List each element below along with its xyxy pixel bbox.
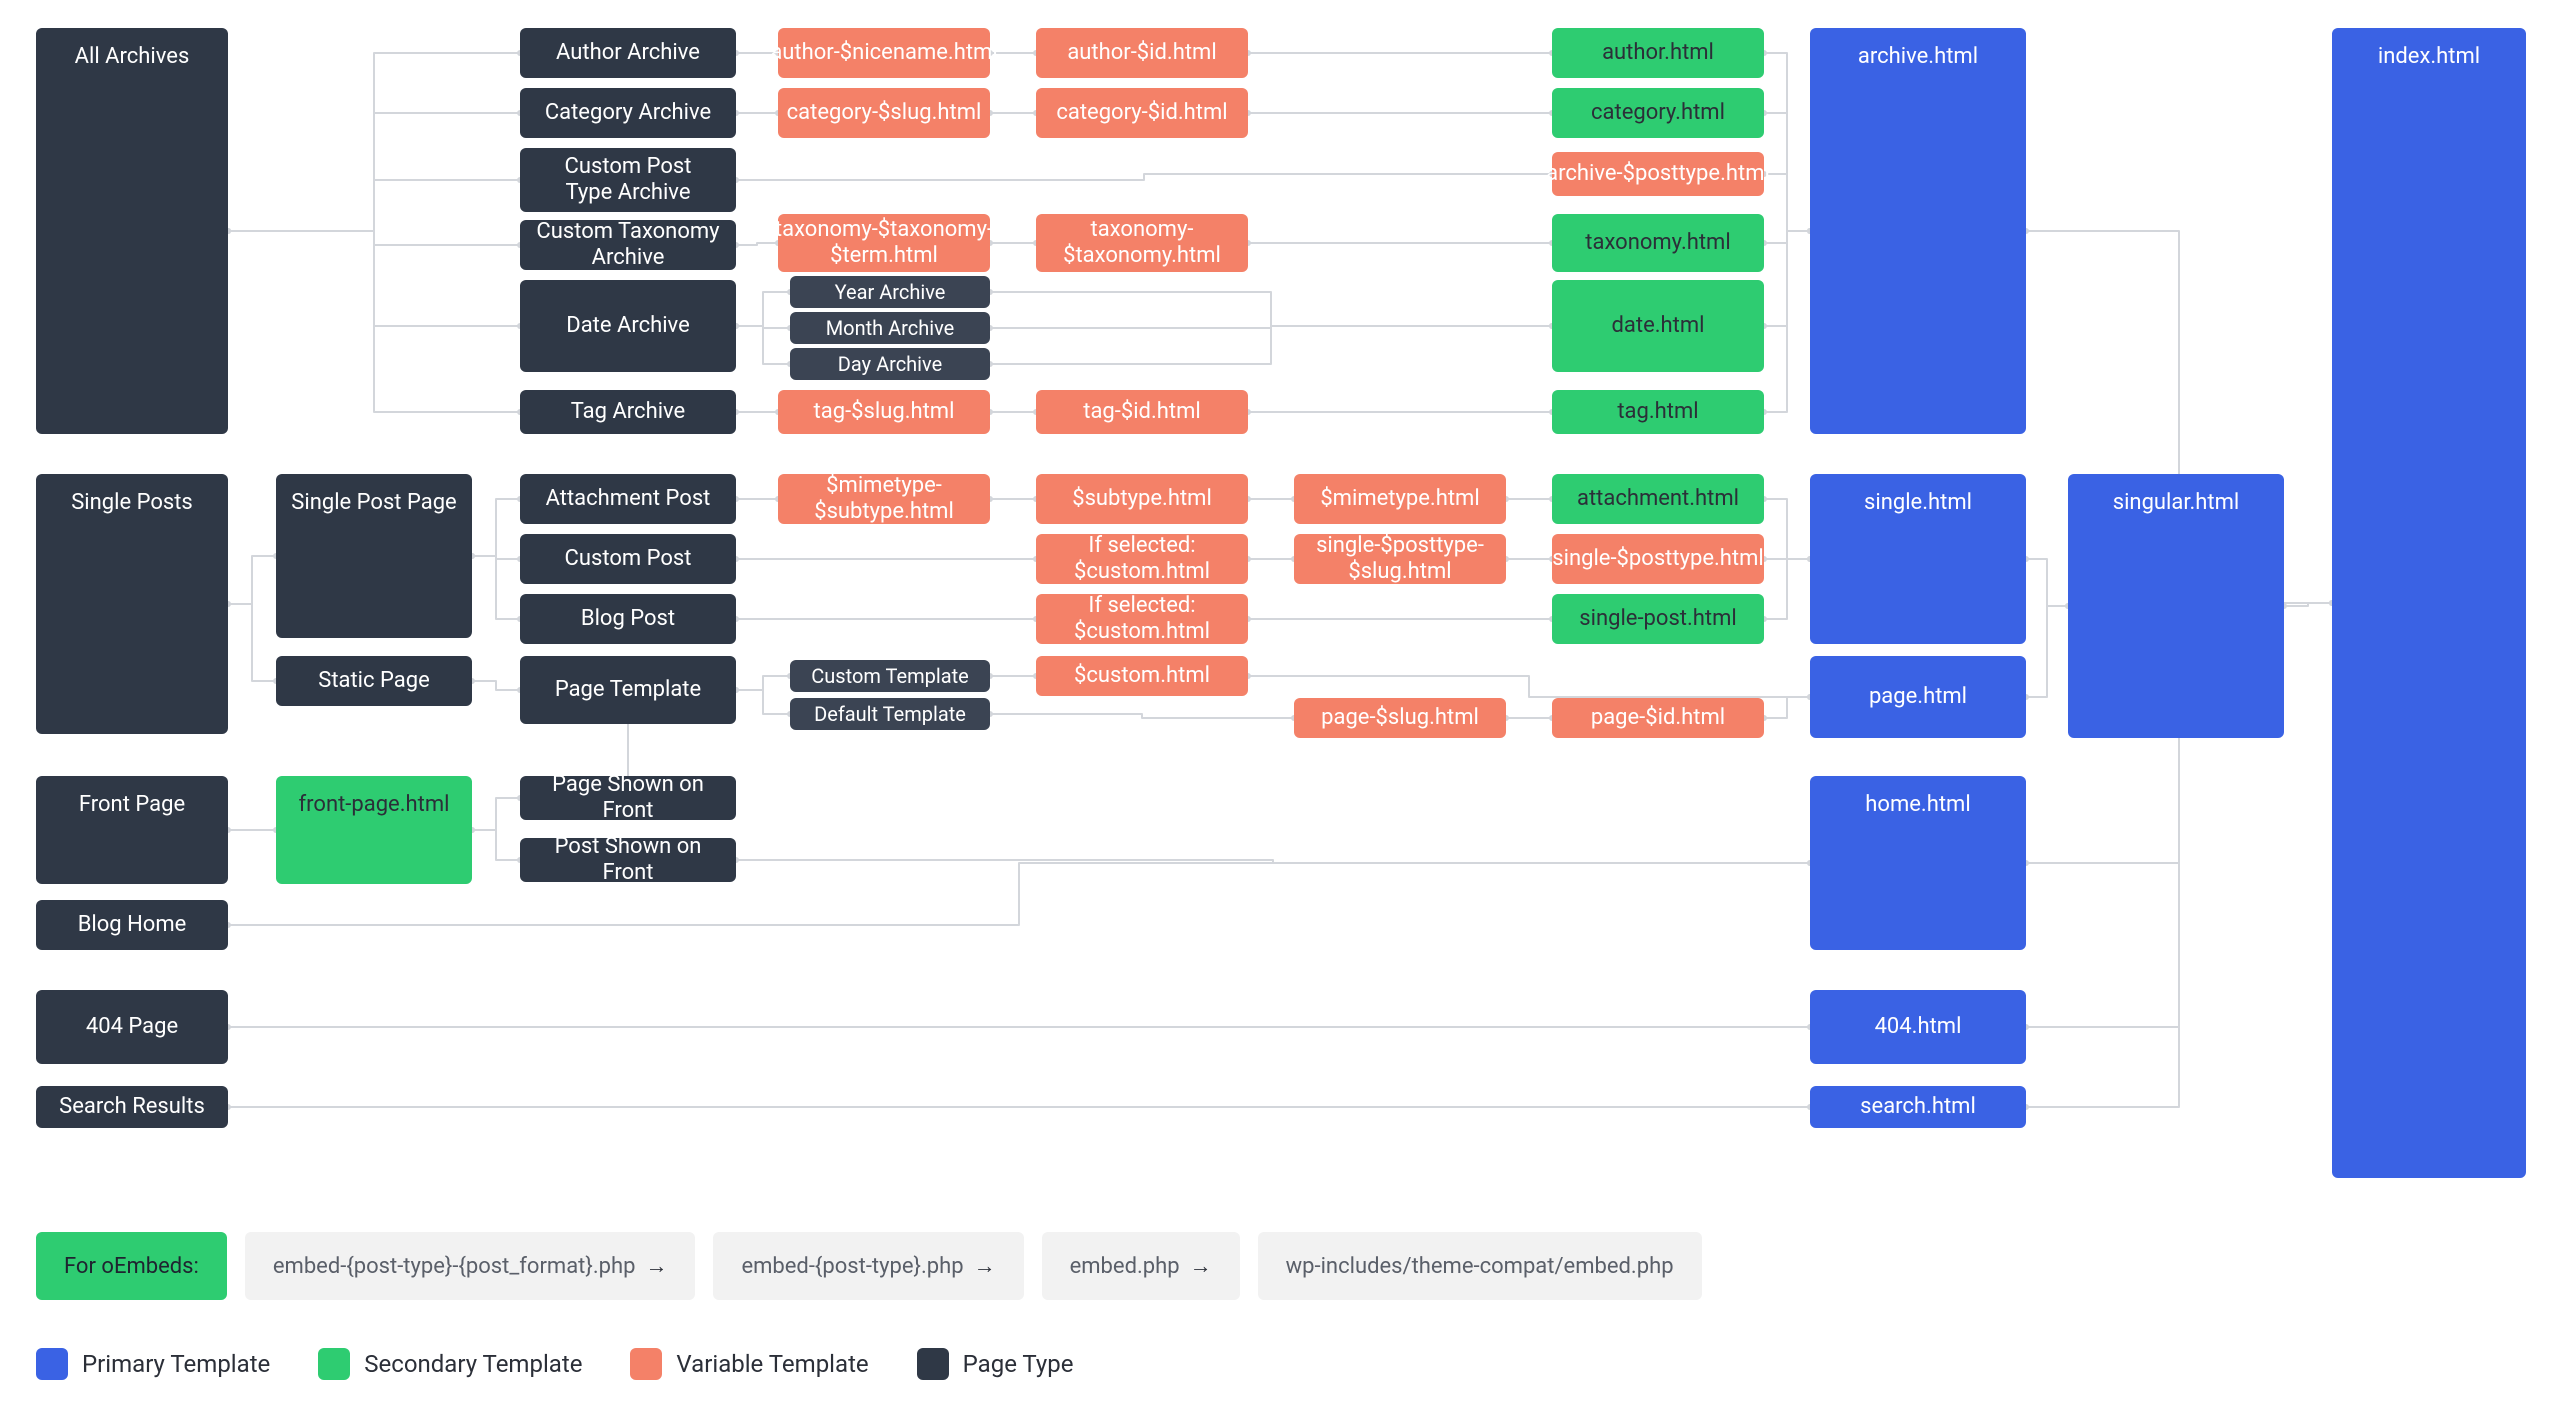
node-mimetype-subtype: $mimetype- $subtype.html — [778, 474, 990, 524]
node-singular-html: singular.html — [2068, 474, 2284, 738]
legend: Primary Template Secondary Template Variab… — [36, 1348, 1073, 1380]
node-custom-post: Custom Post — [520, 534, 736, 584]
node-single-post-html: single-post.html — [1552, 594, 1764, 644]
node-if-selected-custom: If selected: $custom.html — [1036, 534, 1248, 584]
node-page-html: page.html — [1810, 656, 2026, 738]
node-archive-posttype: archive-$posttype.html — [1552, 152, 1764, 196]
oembed-file-2: embed.php→ — [1042, 1232, 1240, 1300]
node-tag-html: tag.html — [1552, 390, 1764, 434]
node-single-html: single.html — [1810, 474, 2026, 644]
node-static-page: Static Page — [276, 656, 472, 706]
node-attachment-html: attachment.html — [1552, 474, 1764, 524]
node-tag-id: tag-$id.html — [1036, 390, 1248, 434]
node-subtype-html: $subtype.html — [1036, 474, 1248, 524]
node-all-archives: All Archives — [36, 28, 228, 434]
node-single-pt-slug: single-$posttype- $slug.html — [1294, 534, 1506, 584]
node-month-archive: Month Archive — [790, 312, 990, 344]
template-hierarchy-diagram: All Archives Single Posts Front Page Blog H… — [0, 0, 2560, 1404]
node-404-page: 404 Page — [36, 990, 228, 1064]
node-date-archive: Date Archive — [520, 280, 736, 372]
legend-pagetype: Page Type — [917, 1348, 1074, 1380]
oembed-file-0: embed-{post-type}-{post_format}.php→ — [245, 1232, 696, 1300]
oembed-file-1: embed-{post-type}.php→ — [713, 1232, 1023, 1300]
node-front-page-html: front-page.html — [276, 776, 472, 884]
node-author-id: author-$id.html — [1036, 28, 1248, 78]
node-search-results: Search Results — [36, 1086, 228, 1128]
node-ctax-archive: Custom Taxonomy Archive — [520, 220, 736, 270]
node-date-html: date.html — [1552, 280, 1764, 372]
node-year-archive: Year Archive — [790, 276, 990, 308]
node-index-html: index.html — [2332, 28, 2526, 1178]
node-if-selected-blog: If selected: $custom.html — [1036, 594, 1248, 644]
node-404-html: 404.html — [1810, 990, 2026, 1064]
node-default-template: Default Template — [790, 698, 990, 730]
node-taxonomy-term: taxonomy-$taxonomy- $term.html — [778, 214, 990, 272]
node-tag-archive: Tag Archive — [520, 390, 736, 434]
node-page-id: page-$id.html — [1552, 698, 1764, 738]
node-custom-template: Custom Template — [790, 660, 990, 692]
node-archive-html: archive.html — [1810, 28, 2026, 434]
node-page-shown-front: Page Shown on Front — [520, 776, 736, 820]
legend-variable: Variable Template — [630, 1348, 868, 1380]
node-page-template: Page Template — [520, 656, 736, 724]
node-post-shown-front: Post Shown on Front — [520, 838, 736, 882]
node-page-slug: page-$slug.html — [1294, 698, 1506, 738]
node-category-html: category.html — [1552, 88, 1764, 138]
node-cpt-archive: Custom Post Type Archive — [520, 148, 736, 212]
oembed-file-3: wp-includes/theme-compat/embed.php — [1258, 1232, 1702, 1300]
node-search-html: search.html — [1810, 1086, 2026, 1128]
oembed-label: For oEmbeds: — [36, 1232, 227, 1300]
node-author-archive: Author Archive — [520, 28, 736, 78]
node-category-archive: Category Archive — [520, 88, 736, 138]
node-tag-slug: tag-$slug.html — [778, 390, 990, 434]
node-single-post-page: Single Post Page — [276, 474, 472, 638]
node-custom-html: $custom.html — [1036, 656, 1248, 696]
legend-secondary: Secondary Template — [318, 1348, 582, 1380]
node-author-html: author.html — [1552, 28, 1764, 78]
node-category-slug: category-$slug.html — [778, 88, 990, 138]
node-single-posts: Single Posts — [36, 474, 228, 734]
node-front-page: Front Page — [36, 776, 228, 884]
node-mimetype-html: $mimetype.html — [1294, 474, 1506, 524]
legend-primary: Primary Template — [36, 1348, 270, 1380]
node-author-nicename: author-$nicename.html — [778, 28, 990, 78]
node-day-archive: Day Archive — [790, 348, 990, 380]
oembed-bar: For oEmbeds: embed-{post-type}-{post_form… — [36, 1232, 1702, 1300]
node-home-html: home.html — [1810, 776, 2026, 950]
node-blog-home: Blog Home — [36, 900, 228, 950]
node-attachment-post: Attachment Post — [520, 474, 736, 524]
node-single-posttype: single-$posttype.html — [1552, 534, 1764, 584]
node-blog-post: Blog Post — [520, 594, 736, 644]
node-taxonomy-tax: taxonomy- $taxonomy.html — [1036, 214, 1248, 272]
node-category-id: category-$id.html — [1036, 88, 1248, 138]
node-taxonomy-html: taxonomy.html — [1552, 214, 1764, 272]
